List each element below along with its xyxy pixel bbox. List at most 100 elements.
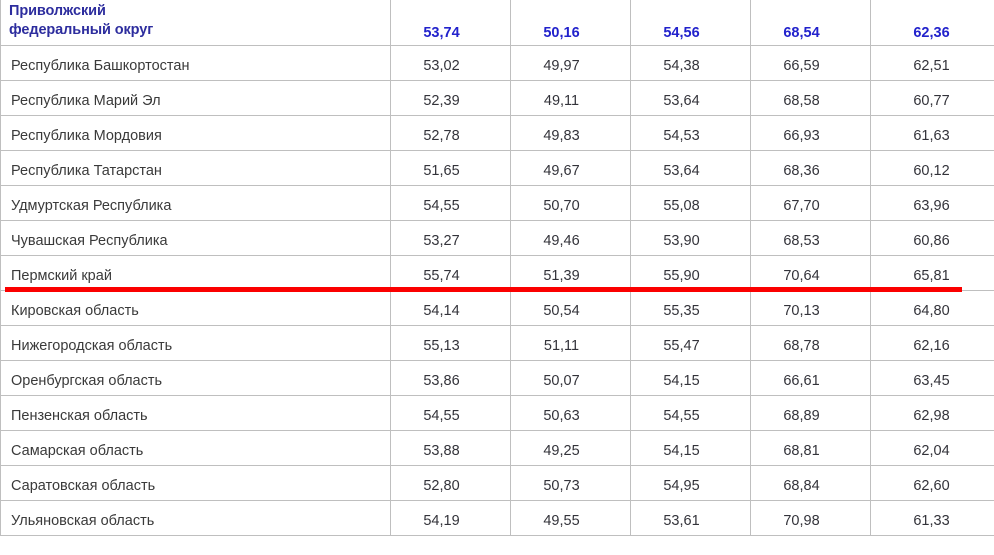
region-value-2: 51,39 <box>510 255 631 291</box>
region-value-5: 60,77 <box>870 80 994 116</box>
district-value-2: 50,16 <box>510 0 631 46</box>
region-value-3: 54,95 <box>630 465 751 501</box>
district-label-line2: федеральный округ <box>9 22 154 38</box>
table-row: Пермский край 55,74 51,39 55,90 70,64 65,81 <box>0 255 994 291</box>
region-value-1: 54,55 <box>390 395 511 431</box>
region-name: Республика Башкортостан <box>0 45 391 81</box>
region-value-2: 50,70 <box>510 185 631 221</box>
table-row: Оренбургская область 53,86 50,07 54,15 66,61… <box>0 360 994 396</box>
region-name: Оренбургская область <box>0 360 391 396</box>
district-label-line1: Приволжский <box>9 3 106 19</box>
region-value-4: 70,64 <box>750 255 871 291</box>
region-value-5: 61,33 <box>870 500 994 536</box>
region-value-2: 49,67 <box>510 150 631 186</box>
region-value-4: 68,81 <box>750 430 871 466</box>
region-value-1: 55,13 <box>390 325 511 361</box>
region-value-3: 55,47 <box>630 325 751 361</box>
region-value-4: 67,70 <box>750 185 871 221</box>
region-value-1: 53,86 <box>390 360 511 396</box>
region-value-4: 70,98 <box>750 500 871 536</box>
region-value-3: 53,64 <box>630 80 751 116</box>
region-name: Республика Марий Эл <box>0 80 391 116</box>
district-value-3: 54,56 <box>630 0 751 46</box>
region-value-4: 70,13 <box>750 290 871 326</box>
region-value-5: 60,86 <box>870 220 994 256</box>
region-value-2: 49,83 <box>510 115 631 151</box>
region-value-3: 54,55 <box>630 395 751 431</box>
region-value-3: 53,64 <box>630 150 751 186</box>
region-value-5: 63,96 <box>870 185 994 221</box>
region-value-5: 62,98 <box>870 395 994 431</box>
region-name: Кировская область <box>0 290 391 326</box>
region-value-2: 50,54 <box>510 290 631 326</box>
table-row: Республика Татарстан 51,65 49,67 53,64 68,36… <box>0 150 994 186</box>
region-value-4: 68,36 <box>750 150 871 186</box>
table-row: Удмуртская Республика 54,55 50,70 55,08 67,7… <box>0 185 994 221</box>
region-value-4: 66,59 <box>750 45 871 81</box>
region-name: Пермский край <box>0 255 391 291</box>
region-value-3: 54,53 <box>630 115 751 151</box>
region-value-3: 54,15 <box>630 360 751 396</box>
region-value-2: 49,97 <box>510 45 631 81</box>
region-name: Ульяновская область <box>0 500 391 536</box>
region-value-1: 54,55 <box>390 185 511 221</box>
district-value-5: 62,36 <box>870 0 994 46</box>
region-value-3: 55,35 <box>630 290 751 326</box>
region-value-2: 49,55 <box>510 500 631 536</box>
region-value-3: 54,38 <box>630 45 751 81</box>
region-value-2: 49,25 <box>510 430 631 466</box>
district-value-4: 68,54 <box>750 0 871 46</box>
region-name: Самарская область <box>0 430 391 466</box>
region-value-1: 52,78 <box>390 115 511 151</box>
region-value-3: 53,90 <box>630 220 751 256</box>
region-value-5: 60,12 <box>870 150 994 186</box>
region-value-1: 54,14 <box>390 290 511 326</box>
region-value-2: 51,11 <box>510 325 631 361</box>
region-value-4: 68,84 <box>750 465 871 501</box>
region-value-2: 50,73 <box>510 465 631 501</box>
region-name: Республика Татарстан <box>0 150 391 186</box>
region-value-5: 65,81 <box>870 255 994 291</box>
region-value-5: 62,60 <box>870 465 994 501</box>
table-row: Чувашская Республика 53,27 49,46 53,90 68,53… <box>0 220 994 256</box>
region-value-2: 49,46 <box>510 220 631 256</box>
region-name: Пензенская область <box>0 395 391 431</box>
district-label: Приволжский федеральный округ <box>0 0 391 46</box>
region-value-2: 50,63 <box>510 395 631 431</box>
region-value-1: 52,80 <box>390 465 511 501</box>
table-row: Нижегородская область 55,13 51,11 55,47 68,7… <box>0 325 994 361</box>
table-row: Ульяновская область 54,19 49,55 53,61 70,98 6… <box>0 500 994 536</box>
region-value-1: 53,27 <box>390 220 511 256</box>
region-value-2: 50,07 <box>510 360 631 396</box>
table-row: Саратовская область 52,80 50,73 54,95 68,84 6… <box>0 465 994 501</box>
region-value-1: 51,65 <box>390 150 511 186</box>
region-value-4: 68,58 <box>750 80 871 116</box>
statistics-table: Приволжский федеральный округ 53,74 50,16 54… <box>0 0 994 536</box>
table-row: Самарская область 53,88 49,25 54,15 68,81 62,… <box>0 430 994 466</box>
table-row: Республика Мордовия 52,78 49,83 54,53 66,93 6… <box>0 115 994 151</box>
region-value-1: 55,74 <box>390 255 511 291</box>
region-value-1: 53,88 <box>390 430 511 466</box>
region-value-4: 66,61 <box>750 360 871 396</box>
table-row: Республика Башкортостан 53,02 49,97 54,38 66… <box>0 45 994 81</box>
region-value-4: 68,89 <box>750 395 871 431</box>
region-value-3: 55,90 <box>630 255 751 291</box>
region-value-3: 53,61 <box>630 500 751 536</box>
region-value-3: 55,08 <box>630 185 751 221</box>
region-name: Чувашская Республика <box>0 220 391 256</box>
region-name: Республика Мордовия <box>0 115 391 151</box>
region-value-4: 68,53 <box>750 220 871 256</box>
region-value-2: 49,11 <box>510 80 631 116</box>
region-value-5: 62,04 <box>870 430 994 466</box>
region-value-5: 64,80 <box>870 290 994 326</box>
region-name: Удмуртская Республика <box>0 185 391 221</box>
region-value-5: 62,51 <box>870 45 994 81</box>
table-row: Кировская область 54,14 50,54 55,35 70,13 64,… <box>0 290 994 326</box>
region-value-1: 54,19 <box>390 500 511 536</box>
region-value-4: 66,93 <box>750 115 871 151</box>
region-value-5: 63,45 <box>870 360 994 396</box>
district-summary-row: Приволжский федеральный округ 53,74 50,16 54… <box>0 0 994 46</box>
table-row: Пензенская область 54,55 50,63 54,55 68,89 62… <box>0 395 994 431</box>
region-name: Нижегородская область <box>0 325 391 361</box>
